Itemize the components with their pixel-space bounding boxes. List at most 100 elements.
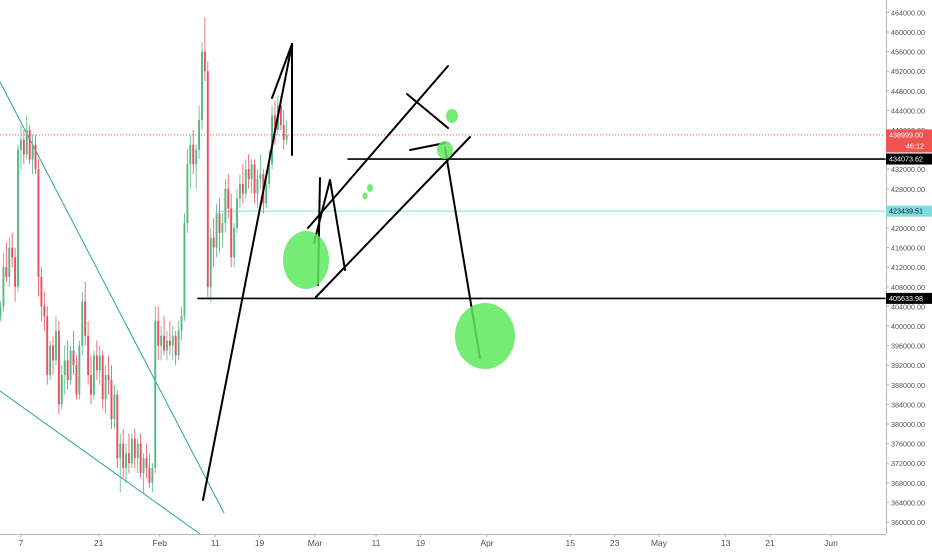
- candle-body: [198, 120, 201, 150]
- price-label-background: [886, 292, 932, 304]
- candle-body: [192, 144, 195, 165]
- candle: [75, 355, 78, 400]
- impulse-up-arrowhead: [271, 43, 293, 99]
- candle: [34, 134, 37, 175]
- candle-body: [233, 228, 236, 258]
- marker-circle: [455, 303, 515, 369]
- candle: [274, 100, 276, 145]
- candle: [101, 350, 104, 410]
- price-axis[interactable]: 360000.00 364000.00 368000.00 372000.00 3760…: [886, 8, 925, 527]
- wedge-top-line: [406, 93, 449, 129]
- candles-layer: [0, 17, 288, 493]
- candle-body: [28, 130, 31, 160]
- candle: [40, 267, 43, 322]
- candle-body: [128, 453, 130, 464]
- time-axis-label: Mar: [308, 538, 323, 548]
- candle-body: [247, 169, 250, 179]
- drawings-layer: [197, 43, 886, 501]
- candle: [253, 159, 256, 204]
- candle: [168, 321, 171, 356]
- price-label-text: 405633.98: [889, 294, 923, 303]
- candle-body: [282, 125, 285, 140]
- candle-body: [206, 71, 209, 287]
- candle: [250, 159, 253, 194]
- markers-layer: [283, 109, 515, 369]
- price-axis-label: 388000.00: [891, 381, 925, 390]
- price-axis-label: 456000.00: [891, 48, 925, 57]
- trendlines-layer: [0, 81, 225, 535]
- candle-body: [34, 144, 37, 170]
- candle-body: [40, 277, 43, 307]
- candle: [69, 345, 72, 385]
- candle-body: [52, 345, 55, 361]
- candle-body: [78, 345, 81, 395]
- candle: [110, 365, 113, 429]
- candle: [212, 218, 215, 268]
- price-axis-label: 364000.00: [891, 498, 925, 507]
- candle: [0, 301, 2, 322]
- time-axis-label: 19: [255, 538, 265, 548]
- candle: [72, 330, 75, 375]
- candle: [60, 365, 63, 410]
- candle: [81, 291, 84, 356]
- candle-body: [142, 458, 145, 473]
- price-label-background: [886, 129, 932, 153]
- price-axis-label: 360000.00: [891, 518, 925, 527]
- time-axis-label: 7: [19, 538, 24, 548]
- candle: [25, 115, 28, 160]
- candle-body: [133, 438, 136, 459]
- time-axis-label: 21: [765, 538, 775, 548]
- candle: [139, 433, 142, 478]
- candle: [84, 281, 87, 346]
- candle: [236, 188, 238, 233]
- candle: [238, 174, 241, 209]
- candle: [22, 130, 25, 165]
- candle-body: [49, 345, 52, 375]
- time-axis[interactable]: 7 21 Feb 11 19 Mar 11 19 Apr 15 23 May 13 21 Jun: [19, 534, 838, 548]
- candle: [92, 350, 95, 400]
- candle-body: [107, 375, 110, 380]
- candle-body: [57, 330, 60, 405]
- countdown-text: 46:12: [906, 141, 924, 150]
- candle: [282, 110, 285, 150]
- price-axis-label: 444000.00: [891, 106, 925, 115]
- candle-body: [151, 468, 154, 483]
- time-axis-label: 11: [211, 538, 220, 548]
- candle: [107, 355, 110, 395]
- candle: [215, 203, 218, 258]
- candle: [113, 384, 116, 429]
- price-axis-label: 404000.00: [891, 302, 925, 311]
- candle: [244, 159, 247, 199]
- candle: [31, 134, 34, 175]
- candle: [104, 365, 107, 415]
- candle-body: [43, 306, 46, 317]
- candle: [177, 321, 180, 361]
- candle: [186, 149, 189, 233]
- price-labels-layer: 438999.00 46:12 434073.62 423439.51 405633.9…: [886, 129, 932, 304]
- candle: [90, 355, 92, 405]
- candle-body: [46, 316, 49, 375]
- candle-body: [92, 355, 95, 395]
- candle-body: [186, 164, 189, 224]
- marker-circle: [446, 109, 458, 123]
- candle-body: [2, 267, 5, 307]
- price-label-background: [886, 153, 932, 165]
- candle-body: [122, 443, 125, 469]
- candle-body: [5, 267, 8, 277]
- candle-body: [17, 149, 19, 287]
- price-axis-label: 428000.00: [891, 185, 925, 194]
- candle-body: [244, 169, 247, 194]
- candle: [11, 232, 14, 268]
- candle-body: [215, 213, 218, 248]
- candle-body: [265, 183, 268, 204]
- candle: [230, 193, 233, 268]
- time-axis-label: 19: [416, 538, 426, 548]
- candle: [171, 326, 174, 361]
- candle-body: [195, 149, 198, 165]
- candle-body: [110, 379, 113, 420]
- candle-body: [250, 164, 253, 179]
- candle-body: [63, 360, 66, 375]
- candle-body: [14, 257, 17, 287]
